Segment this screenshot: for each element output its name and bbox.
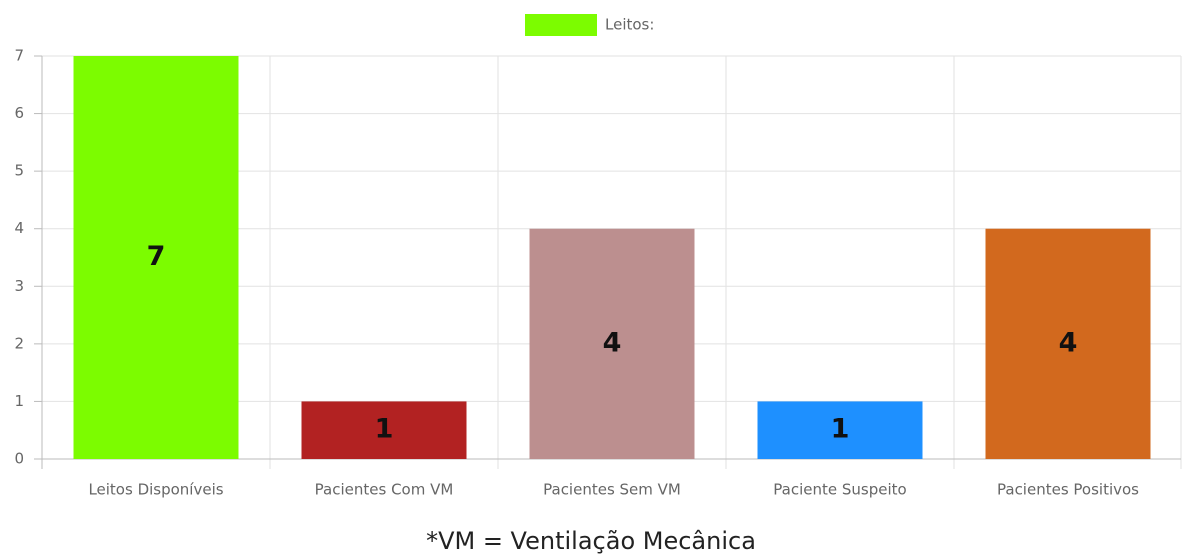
bar <box>757 401 923 459</box>
x-tick-label: Pacientes Sem VM <box>543 481 681 499</box>
bar <box>529 228 695 459</box>
y-tick-label: 2 <box>14 334 24 352</box>
bar <box>301 401 467 459</box>
x-tick-label: Pacientes Positivos <box>997 481 1139 499</box>
data-label: 1 <box>831 414 850 445</box>
y-tick-label: 6 <box>14 104 24 122</box>
bar <box>73 56 239 459</box>
y-tick-label: 0 <box>14 450 24 468</box>
x-tick-label: Leitos Disponíveis <box>88 481 223 499</box>
y-tick-label: 5 <box>14 162 24 180</box>
x-tick-label: Paciente Suspeito <box>773 481 906 499</box>
data-label: 7 <box>147 241 166 272</box>
y-tick-label: 3 <box>14 277 24 295</box>
footnote: *VM = Ventilação Mecânica <box>426 527 756 555</box>
data-label: 4 <box>603 327 622 358</box>
data-label: 4 <box>1059 327 1078 358</box>
y-tick-label: 4 <box>14 219 24 237</box>
y-tick-label: 7 <box>14 47 24 65</box>
x-tick-label: Pacientes Com VM <box>315 481 454 499</box>
bar <box>985 228 1151 459</box>
legend-swatch <box>525 14 597 36</box>
y-tick-label: 1 <box>14 392 24 410</box>
data-label: 1 <box>375 414 394 445</box>
legend-label: Leitos: <box>605 16 654 34</box>
